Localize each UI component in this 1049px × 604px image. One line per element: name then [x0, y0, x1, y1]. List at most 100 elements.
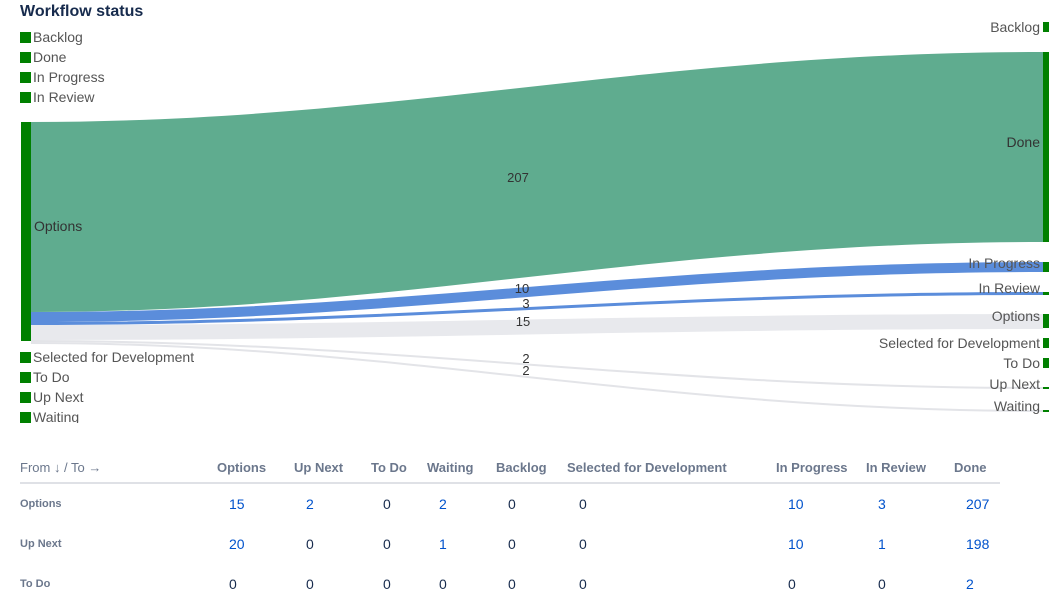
col-header-in-progress: In Progress	[776, 452, 866, 484]
cell-value: 0	[306, 576, 314, 592]
corner-header: From ↓ / To →	[20, 452, 217, 484]
legend-swatch	[20, 351, 31, 363]
cell-link[interactable]: 10	[788, 536, 804, 552]
node-label-to-do: To Do	[1003, 355, 1040, 371]
flow-label-in-review: 3	[522, 296, 530, 311]
flow-options-to-waiting[interactable]	[30, 342, 1044, 412]
cell-link[interactable]: 15	[229, 496, 245, 512]
legend-label: Waiting	[33, 409, 80, 423]
legend-item-done[interactable]: Done	[20, 47, 105, 67]
legend-swatch	[20, 411, 31, 423]
col-header-to-do: To Do	[371, 452, 427, 484]
cell-value: 0	[508, 536, 516, 552]
col-header-up-next: Up Next	[294, 452, 371, 484]
cell-value: 0	[306, 536, 314, 552]
cell-value: 0	[383, 496, 391, 512]
legend-bottom: Selected for Development To Do Up Next W…	[20, 347, 194, 423]
legend-item-in-progress[interactable]: In Progress	[20, 67, 105, 87]
node-label-done: Done	[1006, 134, 1040, 150]
col-header-backlog: Backlog	[496, 452, 567, 484]
cell-link[interactable]: 198	[966, 536, 990, 552]
cell-value: 0	[383, 576, 391, 592]
table-header-row: From ↓ / To → Options Up Next To Do Wait…	[20, 452, 1000, 484]
cell-link[interactable]: 2	[439, 496, 447, 512]
legend-item-to-do[interactable]: To Do	[20, 367, 194, 387]
node-label-backlog: Backlog	[990, 19, 1040, 35]
legend-label: Done	[33, 49, 67, 65]
transition-matrix-table: From ↓ / To → Options Up Next To Do Wait…	[20, 452, 1000, 604]
cell-value: 0	[788, 576, 796, 592]
legend-item-backlog[interactable]: Backlog	[20, 27, 105, 47]
table-row: Up Next 20 0 0 1 0 0 10 1 198	[20, 524, 1000, 564]
node-waiting[interactable]	[1043, 410, 1049, 412]
node-label-in-progress: In Progress	[968, 255, 1040, 271]
legend-swatch	[20, 391, 31, 403]
cell-value: 0	[579, 496, 587, 512]
row-header-up-next: Up Next	[20, 538, 62, 550]
flow-label-done: 207	[507, 170, 529, 185]
flow-label-waiting: 2	[522, 363, 530, 378]
flow-label-in-progress: 10	[514, 281, 530, 296]
flow-options-to-in-review[interactable]	[31, 292, 1043, 325]
flow-options-to-done[interactable]	[31, 52, 1043, 312]
node-up-next[interactable]	[1043, 387, 1049, 389]
node-backlog[interactable]	[1043, 22, 1049, 32]
col-header-selected-for-development: Selected for Development	[567, 452, 776, 484]
node-label-selected-for-development: Selected for Development	[878, 335, 1040, 351]
flow-options-to-up-next[interactable]	[30, 340, 1044, 389]
cell-value: 0	[579, 536, 587, 552]
row-header-to-do: To Do	[20, 578, 51, 590]
legend-label: Backlog	[33, 29, 83, 45]
node-label-up-next: Up Next	[989, 376, 1040, 392]
node-to-do[interactable]	[1043, 358, 1049, 368]
flow-options-to-in-progress[interactable]	[31, 262, 1043, 322]
legend-swatch	[20, 31, 31, 43]
cell-value: 0	[439, 576, 447, 592]
cell-value: 0	[229, 576, 237, 592]
node-in-progress[interactable]	[1043, 262, 1049, 272]
node-in-review[interactable]	[1043, 292, 1049, 295]
legend-swatch	[20, 371, 31, 383]
node-options-source[interactable]	[21, 122, 31, 341]
col-header-in-review: In Review	[866, 452, 954, 484]
col-header-done: Done	[954, 452, 1000, 484]
col-header-waiting: Waiting	[427, 452, 496, 484]
legend-label: Up Next	[33, 389, 84, 405]
node-label-in-review: In Review	[978, 280, 1040, 296]
flow-label-up-next: 2	[522, 351, 530, 366]
cell-link[interactable]: 3	[878, 496, 886, 512]
cell-link[interactable]: 10	[788, 496, 804, 512]
node-label-options-target: Options	[991, 308, 1040, 324]
flow-options-to-options[interactable]	[31, 314, 1043, 340]
col-header-options: Options	[217, 452, 294, 484]
legend-label: Selected for Development	[33, 349, 195, 365]
cell-value: 0	[579, 576, 587, 592]
cell-link[interactable]: 207	[966, 496, 990, 512]
flow-label-options: 15	[515, 314, 531, 329]
legend-label: To Do	[33, 369, 70, 385]
legend-top: Backlog Done In Progress In Review	[20, 27, 105, 107]
legend-label: In Review	[33, 89, 95, 105]
legend-item-up-next[interactable]: Up Next	[20, 387, 194, 407]
cell-link[interactable]: 1	[439, 536, 447, 552]
legend-swatch	[20, 91, 31, 103]
legend-item-waiting[interactable]: Waiting	[20, 407, 194, 423]
cell-link[interactable]: 2	[306, 496, 314, 512]
legend-label: In Progress	[33, 69, 105, 85]
chart-title: Workflow status	[20, 3, 144, 20]
node-done[interactable]	[1043, 52, 1049, 242]
node-options-target[interactable]	[1043, 314, 1049, 328]
cell-value: 0	[383, 536, 391, 552]
sankey-diagram	[21, 22, 1049, 412]
legend-item-selected-for-development[interactable]: Selected for Development	[20, 347, 194, 367]
legend-item-in-review[interactable]: In Review	[20, 87, 105, 107]
cell-link[interactable]: 2	[966, 576, 974, 592]
cell-link[interactable]: 20	[229, 536, 245, 552]
cell-value: 0	[508, 496, 516, 512]
node-label-options: Options	[34, 218, 83, 234]
node-selected-for-development[interactable]	[1043, 338, 1049, 348]
table-row: To Do 0 0 0 0 0 0 0 0 2	[20, 564, 1000, 604]
row-header-options: Options	[20, 498, 62, 510]
cell-value: 0	[508, 576, 516, 592]
cell-link[interactable]: 1	[878, 536, 886, 552]
